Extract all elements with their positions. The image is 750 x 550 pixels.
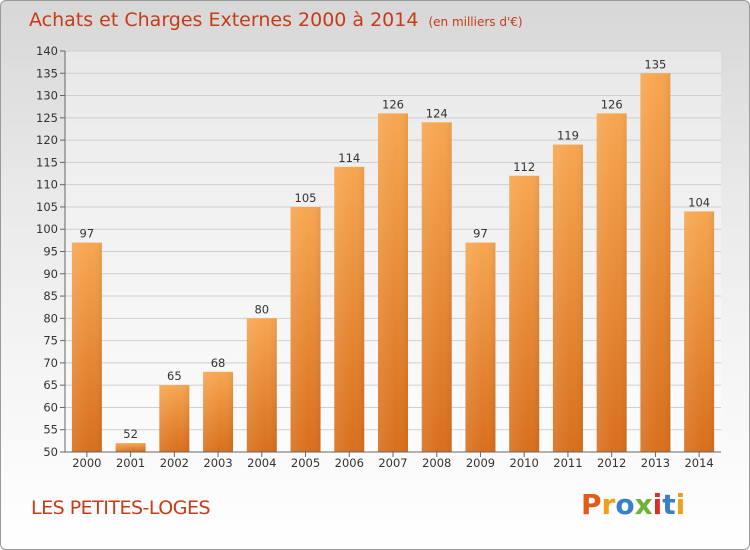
y-tick-label: 60 [43, 400, 58, 414]
y-tick-label: 55 [43, 423, 58, 437]
y-tick-label: 135 [36, 66, 58, 80]
x-tick-label: 2013 [641, 456, 670, 470]
logo-letter: x [634, 488, 653, 521]
x-tick-label: 2008 [422, 456, 451, 470]
y-tick-label: 75 [43, 334, 58, 348]
proxiti-logo: Proxiti [581, 488, 685, 521]
x-tick-label: 2006 [335, 456, 364, 470]
y-tick-label: 50 [43, 445, 58, 459]
bar-shade [640, 73, 671, 453]
x-tick-label: 2011 [553, 456, 582, 470]
logo-letter: r [601, 488, 616, 521]
bar-shade [465, 242, 496, 452]
y-tick-label: 70 [43, 356, 58, 370]
y-tick-label: 95 [43, 245, 58, 259]
bar-shade [246, 318, 277, 452]
y-tick-label: 80 [43, 311, 58, 325]
logo-letter: P [581, 488, 602, 521]
x-tick-label: 2003 [203, 456, 232, 470]
bar-shade [71, 242, 102, 452]
bar-shade [378, 113, 408, 452]
y-tick-label: 130 [36, 89, 58, 103]
chart-title-text: Achats et Charges Externes 2000 à 2014 [29, 9, 419, 31]
x-tick-label: 2000 [72, 456, 101, 470]
data-label: 97 [473, 227, 488, 241]
data-label: 52 [123, 427, 138, 441]
bar-shade [684, 211, 715, 452]
data-label: 68 [211, 356, 226, 370]
bar-shade [203, 371, 234, 452]
data-label: 112 [513, 160, 535, 174]
axis-layer: 50 55 60 65 70 75 80 85 90 95 100 105 110 115 120 125 13… [36, 44, 721, 470]
logo-letter: i [675, 488, 686, 521]
data-label: 135 [644, 57, 666, 71]
y-tick-label: 120 [36, 133, 58, 147]
data-label: 124 [426, 106, 448, 120]
x-tick-label: 2012 [597, 456, 626, 470]
bar-shade [159, 385, 190, 452]
bar-shade [596, 113, 627, 452]
data-label: 119 [557, 129, 579, 143]
y-tick-label: 65 [43, 378, 58, 392]
data-label: 97 [80, 227, 95, 241]
y-tick-label: 85 [43, 289, 58, 303]
bars-layer [71, 73, 715, 453]
y-tick-label: 100 [36, 222, 58, 236]
x-tick-label: 2001 [116, 456, 145, 470]
labels-layer: 97 52 65 68 80 105 114 126 124 97 112 119 126 135 104 [80, 57, 711, 441]
y-tick-label: 125 [36, 111, 58, 125]
commune-name: LES PETITES-LOGES [31, 497, 211, 519]
bar-shade [115, 443, 146, 452]
x-tick-label: 2004 [247, 456, 276, 470]
bar-shade [334, 166, 365, 452]
y-tick-label: 110 [36, 178, 58, 192]
data-label: 126 [601, 97, 623, 111]
x-tick-label: 2014 [684, 456, 713, 470]
data-label: 80 [254, 302, 269, 316]
x-tick-label: 2005 [291, 456, 320, 470]
bar-shade [421, 122, 452, 453]
logo-letter: o [615, 488, 635, 521]
x-tick-label: 2009 [466, 456, 495, 470]
data-label: 65 [167, 369, 182, 383]
x-tick-label: 2002 [160, 456, 189, 470]
x-tick-label: 2010 [510, 456, 539, 470]
chart-unit: (en milliers d'€) [428, 15, 523, 29]
y-tick-label: 90 [43, 267, 58, 281]
bar-shade [509, 175, 540, 452]
data-label: 104 [688, 195, 710, 209]
y-tick-label: 115 [36, 155, 58, 169]
bar-shade [552, 144, 583, 453]
x-tick-label: 2007 [378, 456, 407, 470]
data-label: 105 [295, 191, 317, 205]
y-tick-label: 140 [36, 44, 58, 58]
y-tick-label: 105 [36, 200, 58, 214]
data-label: 126 [382, 97, 404, 111]
logo-letter: i [652, 488, 663, 521]
data-label: 114 [338, 151, 360, 165]
bar-shade [290, 206, 321, 452]
logo-letter: t [662, 488, 676, 521]
chart-title: Achats et Charges Externes 2000 à 2014 (e… [29, 9, 523, 31]
